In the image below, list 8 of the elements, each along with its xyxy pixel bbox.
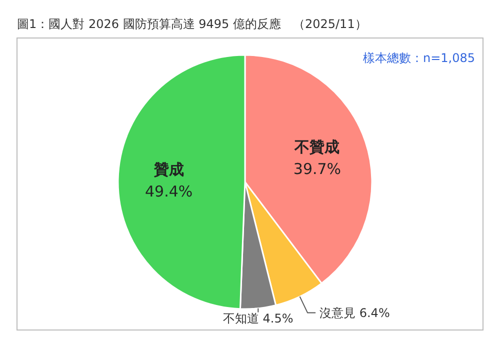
- text: 樣本總數：n=1,085: [362, 51, 475, 65]
- slice-label: 沒意見 6.4%: [320, 306, 390, 320]
- data-label: 39.7%: [293, 160, 342, 178]
- data-label: 49.4%: [144, 182, 193, 201]
- slice-label: 不贊成: [294, 138, 340, 156]
- slice-label: 不知道 4.5%: [222, 311, 294, 326]
- slice-label: 贊成: [152, 160, 184, 179]
- chart-title: 圖1：國人對 2026 國防預算高達 9495 億的反應 （2025/11）: [17, 17, 367, 31]
